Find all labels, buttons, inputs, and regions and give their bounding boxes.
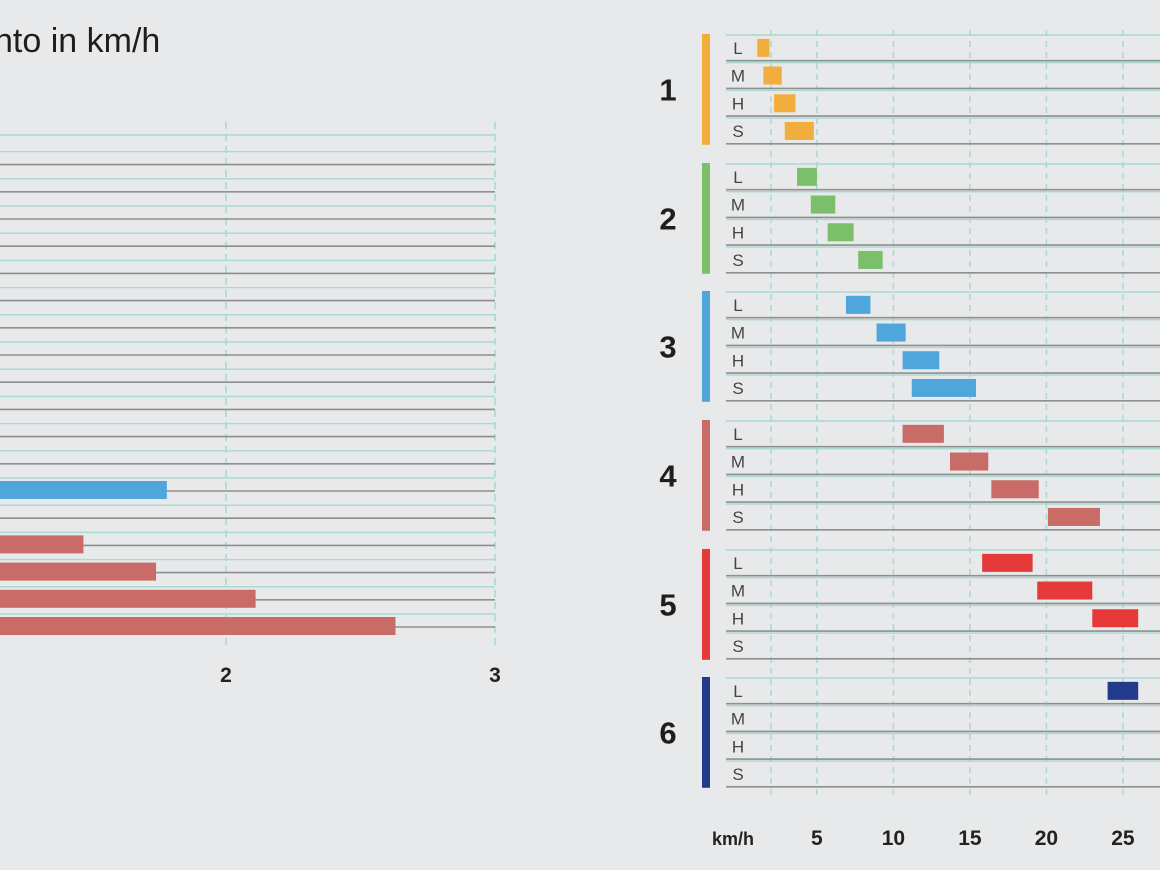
level-label: S (732, 637, 743, 656)
bar (950, 452, 989, 471)
gear-label: 6 (659, 715, 676, 750)
x-tick-label: 2 (220, 664, 232, 687)
x-tick-label: 5 (811, 827, 823, 850)
gear-bracket (702, 163, 710, 274)
bar (810, 195, 836, 214)
x-axis-unit-label: km/h (712, 829, 754, 849)
level-label: M (731, 582, 745, 601)
level-label: H (732, 351, 744, 370)
bar (991, 480, 1039, 499)
gear-label: 5 (659, 587, 676, 622)
level-label: L (733, 168, 742, 187)
level-label: L (733, 682, 742, 701)
bar (0, 617, 396, 635)
gear-bracket (702, 420, 710, 531)
bar (827, 223, 854, 242)
level-label: H (732, 609, 744, 628)
level-label: S (732, 379, 743, 398)
x-tick-label: 15 (958, 827, 982, 850)
level-label: H (732, 94, 744, 113)
level-label: L (733, 425, 742, 444)
gear-label: 1 (659, 72, 676, 107)
gear-bracket (702, 549, 710, 660)
gear-label: 2 (659, 201, 676, 236)
gear-label: 3 (659, 329, 676, 364)
bar (784, 121, 814, 140)
x-tick-label: 20 (1035, 827, 1058, 850)
bar (774, 94, 796, 113)
bar (902, 424, 944, 443)
x-tick-label: 3 (489, 664, 501, 687)
bar (858, 250, 883, 269)
bar (845, 295, 871, 314)
bar (902, 351, 940, 370)
level-label: L (733, 39, 742, 58)
bar (0, 562, 157, 581)
level-label: M (731, 453, 745, 472)
level-label: M (731, 324, 745, 343)
bar (876, 323, 906, 342)
level-label: S (732, 765, 743, 784)
bar (797, 167, 817, 186)
level-label: S (732, 122, 743, 141)
level-label: H (732, 737, 744, 756)
bar (982, 553, 1033, 572)
level-label: L (733, 554, 742, 573)
gear-bracket (702, 34, 710, 145)
chart-title: nto in km/h (0, 22, 160, 60)
bar (1092, 609, 1139, 628)
level-label: L (733, 296, 742, 315)
level-label: H (732, 223, 744, 242)
level-label: M (731, 196, 745, 215)
left-bar-chart: nto in km/h 2 3 (0, 22, 501, 687)
level-label: M (731, 67, 745, 86)
gear-bracket (702, 677, 710, 788)
bar (911, 378, 977, 397)
bar (1047, 507, 1100, 526)
level-label: S (732, 251, 743, 270)
bar (0, 589, 256, 608)
level-label: H (732, 480, 744, 499)
bar (1037, 581, 1093, 600)
bar (0, 535, 84, 554)
bar (763, 66, 782, 85)
gear-bracket (702, 291, 710, 402)
level-label: M (731, 710, 745, 729)
bar (757, 38, 770, 57)
x-tick-label: 25 (1111, 827, 1135, 850)
bar (0, 481, 167, 499)
x-tick-label: 10 (882, 827, 905, 850)
level-label: S (732, 508, 743, 527)
bar (1107, 681, 1139, 700)
gear-label: 4 (659, 458, 677, 493)
